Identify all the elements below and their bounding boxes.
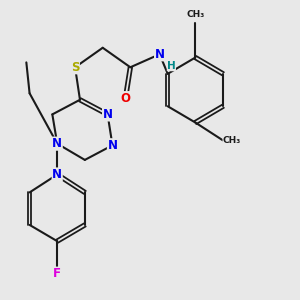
Text: N: N <box>52 137 62 150</box>
Text: N: N <box>103 108 112 121</box>
Text: N: N <box>154 48 165 61</box>
Text: CH₃: CH₃ <box>186 10 205 19</box>
Text: N: N <box>52 168 62 181</box>
Text: O: O <box>121 92 130 105</box>
Text: F: F <box>53 267 61 280</box>
Text: N: N <box>107 139 118 152</box>
Text: S: S <box>71 61 79 74</box>
Text: CH₃: CH₃ <box>223 136 241 145</box>
Text: H: H <box>167 61 176 71</box>
